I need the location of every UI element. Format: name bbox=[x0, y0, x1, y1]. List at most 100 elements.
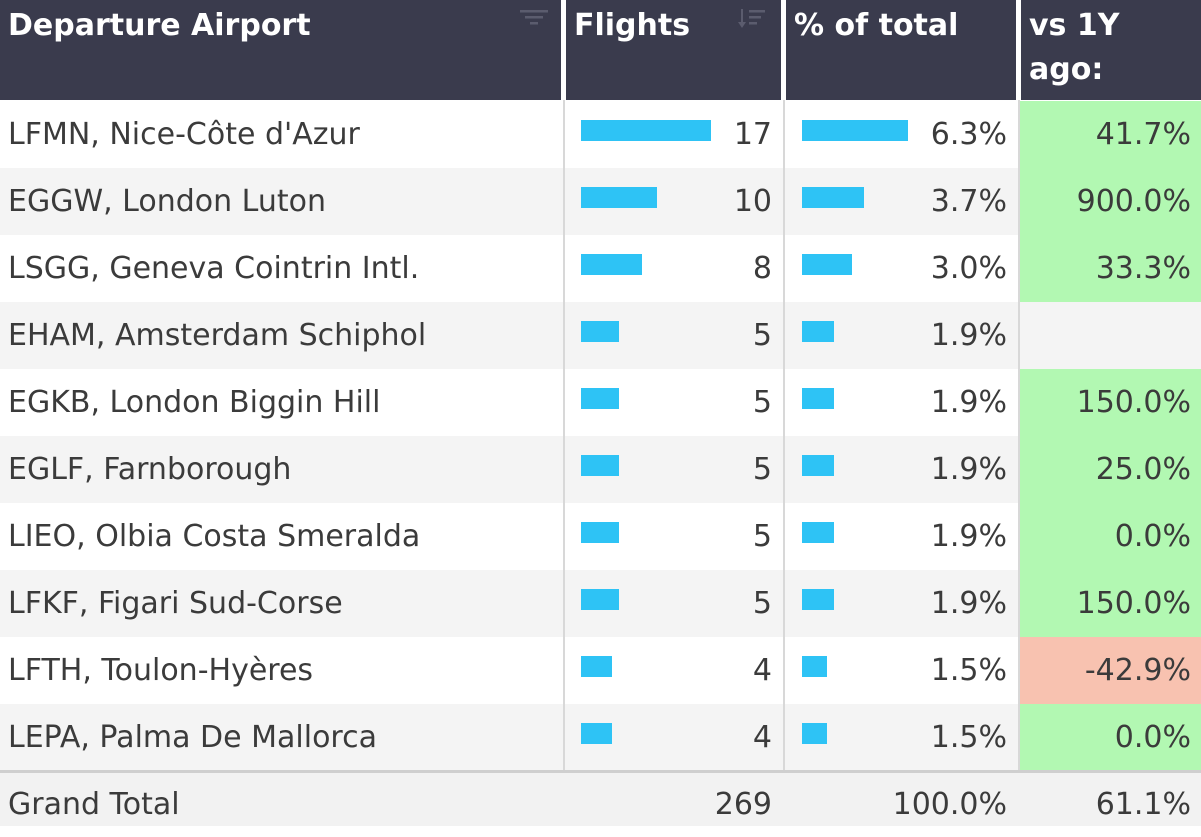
table-row[interactable]: LFKF, Figari Sud-Corse 5 1.9% 150.0% bbox=[0, 570, 1201, 637]
pct-value: 1.9% bbox=[930, 452, 1007, 487]
pct-value: 6.3% bbox=[930, 117, 1007, 152]
flights-cell: 5 bbox=[565, 436, 784, 503]
airport-cell: LEPA, Palma De Mallorca bbox=[8, 720, 377, 755]
flights-value: 5 bbox=[752, 385, 772, 420]
flights-value: 4 bbox=[752, 653, 772, 688]
table-row[interactable]: EGKB, London Biggin Hill 5 1.9% 150.0% bbox=[0, 369, 1201, 436]
table-row[interactable]: LEPA, Palma De Mallorca 4 1.5% 0.0% bbox=[0, 704, 1201, 771]
flights-value: 8 bbox=[752, 251, 772, 286]
vs-1y-cell: 150.0% bbox=[1019, 369, 1201, 436]
flights-value: 5 bbox=[752, 586, 772, 621]
table-row[interactable]: EHAM, Amsterdam Schiphol 5 1.9% bbox=[0, 302, 1201, 369]
header-pct-of-total[interactable]: % of total bbox=[786, 0, 1019, 100]
pct-cell: 6.3% bbox=[784, 101, 1019, 168]
pct-cell: 1.9% bbox=[784, 369, 1019, 436]
airport-cell: EGLF, Farnborough bbox=[8, 452, 292, 487]
header-departure-airport-label: Departure Airport bbox=[8, 8, 311, 43]
header-vs-1y-ago[interactable]: vs 1Y ago: Flights bbox=[1021, 0, 1201, 131]
pct-bar bbox=[802, 254, 852, 275]
header-separator bbox=[1016, 0, 1021, 100]
grand-total-pct: 100.0% bbox=[892, 787, 1007, 822]
flights-bar bbox=[581, 656, 612, 677]
sort-descending-icon[interactable] bbox=[738, 8, 766, 30]
pct-value: 1.9% bbox=[930, 519, 1007, 554]
vs-1y-cell: -42.9% bbox=[1019, 637, 1201, 704]
pct-cell: 1.5% bbox=[784, 637, 1019, 704]
pct-bar bbox=[802, 656, 827, 677]
table-row[interactable]: LFMN, Nice-Côte d'Azur 17 6.3% 41.7% bbox=[0, 101, 1201, 168]
grand-total-flights: 269 bbox=[714, 787, 772, 822]
flights-bar bbox=[581, 522, 619, 543]
pct-bar bbox=[802, 120, 908, 141]
flights-bar bbox=[581, 254, 642, 275]
vs-1y-cell bbox=[1019, 302, 1201, 369]
column-divider bbox=[563, 100, 565, 826]
grand-total-flights-cell: 269 bbox=[565, 773, 784, 826]
flights-cell: 8 bbox=[565, 235, 784, 302]
airport-cell: EGGW, London Luton bbox=[8, 184, 327, 219]
flights-bar bbox=[581, 187, 657, 208]
header-departure-airport[interactable]: Departure Airport bbox=[0, 0, 565, 100]
table-row[interactable]: LIEO, Olbia Costa Smeralda 5 1.9% 0.0% bbox=[0, 503, 1201, 570]
table-header: Departure Airport Flights % of total bbox=[0, 0, 1201, 131]
flights-value: 17 bbox=[733, 117, 772, 152]
pct-bar bbox=[802, 187, 864, 208]
header-separator bbox=[781, 0, 786, 100]
airport-cell: LIEO, Olbia Costa Smeralda bbox=[8, 519, 421, 554]
table-row[interactable]: EGGW, London Luton 10 3.7% 900.0% bbox=[0, 168, 1201, 235]
vs-1y-cell: 900.0% bbox=[1019, 168, 1201, 235]
column-divider bbox=[1018, 100, 1020, 826]
flights-bar bbox=[581, 120, 711, 141]
filter-icon[interactable] bbox=[520, 8, 548, 30]
flights-bar bbox=[581, 321, 619, 342]
flights-cell: 5 bbox=[565, 302, 784, 369]
airport-cell: EGKB, London Biggin Hill bbox=[8, 385, 381, 420]
flights-cell: 10 bbox=[565, 168, 784, 235]
flights-value: 5 bbox=[752, 452, 772, 487]
header-flights[interactable]: Flights bbox=[566, 0, 784, 100]
pct-bar bbox=[802, 589, 834, 610]
flights-value: 5 bbox=[752, 519, 772, 554]
table-row[interactable]: LSGG, Geneva Cointrin Intl. 8 3.0% 33.3% bbox=[0, 235, 1201, 302]
header-pct-label: % of total bbox=[794, 8, 959, 43]
grand-total-row: Grand Total 269 100.0% 61.1% bbox=[0, 773, 1201, 826]
pct-cell: 3.0% bbox=[784, 235, 1019, 302]
table-row[interactable]: LFTH, Toulon-Hyères 4 1.5% -42.9% bbox=[0, 637, 1201, 704]
airport-cell: EHAM, Amsterdam Schiphol bbox=[8, 318, 427, 353]
pct-cell: 1.5% bbox=[784, 704, 1019, 771]
pct-cell: 1.9% bbox=[784, 302, 1019, 369]
pct-value: 3.0% bbox=[930, 251, 1007, 286]
flights-value: 5 bbox=[752, 318, 772, 353]
pct-cell: 1.9% bbox=[784, 570, 1019, 637]
table-row[interactable]: EGLF, Farnborough 5 1.9% 25.0% bbox=[0, 436, 1201, 503]
pct-value: 1.5% bbox=[930, 653, 1007, 688]
pct-value: 1.5% bbox=[930, 720, 1007, 755]
pct-bar bbox=[802, 723, 827, 744]
vs-1y-cell: 41.7% bbox=[1019, 101, 1201, 168]
airport-cell: LFTH, Toulon-Hyères bbox=[8, 653, 314, 688]
pct-value: 1.9% bbox=[930, 385, 1007, 420]
pct-value: 3.7% bbox=[930, 184, 1007, 219]
flights-cell: 4 bbox=[565, 704, 784, 771]
column-divider bbox=[783, 100, 785, 826]
flights-cell: 4 bbox=[565, 637, 784, 704]
vs-1y-cell: 0.0% bbox=[1019, 704, 1201, 771]
airport-cell: LSGG, Geneva Cointrin Intl. bbox=[8, 251, 420, 286]
flights-bar bbox=[581, 388, 619, 409]
pct-bar bbox=[802, 455, 834, 476]
flights-cell: 5 bbox=[565, 570, 784, 637]
flights-cell: 17 bbox=[565, 101, 784, 168]
pct-cell: 3.7% bbox=[784, 168, 1019, 235]
vs-1y-cell: 150.0% bbox=[1019, 570, 1201, 637]
flights-bar bbox=[581, 455, 619, 476]
vs-1y-cell: 0.0% bbox=[1019, 503, 1201, 570]
pct-bar bbox=[802, 522, 834, 543]
pct-cell: 1.9% bbox=[784, 436, 1019, 503]
vs-1y-cell: 33.3% bbox=[1019, 235, 1201, 302]
header-flights-label: Flights bbox=[574, 8, 691, 43]
airport-cell: LFKF, Figari Sud-Corse bbox=[8, 586, 343, 621]
grand-total-vs: 61.1% bbox=[1095, 787, 1191, 822]
vs-1y-cell: 25.0% bbox=[1019, 436, 1201, 503]
flights-value: 4 bbox=[752, 720, 772, 755]
